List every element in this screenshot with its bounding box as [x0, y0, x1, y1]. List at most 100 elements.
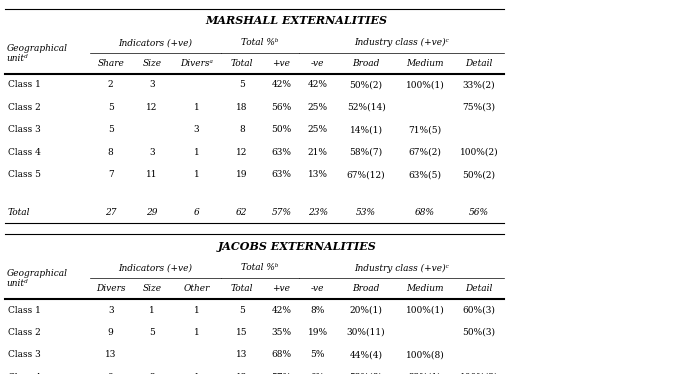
Text: 1: 1 — [194, 170, 199, 179]
Text: 8: 8 — [108, 148, 114, 157]
Text: 100%(8): 100%(8) — [406, 350, 444, 359]
Text: 52%(14): 52%(14) — [347, 103, 386, 112]
Text: 50%(2): 50%(2) — [349, 80, 383, 89]
Text: 12: 12 — [147, 103, 157, 112]
Text: Total: Total — [8, 208, 30, 217]
Text: 5: 5 — [239, 306, 245, 315]
Text: Share: Share — [98, 59, 124, 68]
Text: Class 2: Class 2 — [8, 103, 41, 112]
Text: Geographical: Geographical — [7, 44, 68, 53]
Text: 100%(2): 100%(2) — [460, 373, 498, 374]
Text: 63%: 63% — [271, 148, 291, 157]
Text: 50%: 50% — [271, 125, 291, 134]
Text: 60%(3): 60%(3) — [462, 306, 495, 315]
Text: 42%: 42% — [308, 80, 328, 89]
Text: Total: Total — [231, 59, 253, 68]
Text: 3: 3 — [149, 80, 155, 89]
Text: 100%(1): 100%(1) — [406, 306, 444, 315]
Text: 20%(1): 20%(1) — [350, 306, 382, 315]
Text: Class 1: Class 1 — [8, 306, 41, 315]
Text: 5: 5 — [108, 103, 114, 112]
Text: 18: 18 — [236, 103, 248, 112]
Text: 27: 27 — [105, 208, 116, 217]
Text: +ve: +ve — [273, 59, 290, 68]
Text: Total: Total — [231, 284, 253, 293]
Text: Medium: Medium — [406, 284, 444, 293]
Text: Detail: Detail — [465, 59, 493, 68]
Text: Industry class (+ve)ᶜ: Industry class (+ve)ᶜ — [355, 38, 449, 47]
Text: 3: 3 — [149, 373, 155, 374]
Text: 11: 11 — [146, 170, 158, 179]
Text: 71%(5): 71%(5) — [409, 125, 441, 134]
Text: 12: 12 — [236, 148, 248, 157]
Text: 53%: 53% — [356, 208, 376, 217]
Text: 25%: 25% — [308, 125, 328, 134]
Text: 33%(1): 33%(1) — [409, 373, 441, 374]
Text: 8%: 8% — [310, 306, 325, 315]
Text: 3: 3 — [149, 148, 155, 157]
Text: Class 3: Class 3 — [8, 125, 41, 134]
Text: Total %ᵇ: Total %ᵇ — [242, 263, 279, 273]
Text: 53%(8): 53%(8) — [349, 373, 383, 374]
Text: 75%(3): 75%(3) — [462, 103, 495, 112]
Text: Size: Size — [143, 284, 162, 293]
Text: 42%: 42% — [271, 306, 291, 315]
Text: 63%: 63% — [271, 170, 291, 179]
Text: 13: 13 — [236, 350, 248, 359]
Text: 35%: 35% — [271, 328, 291, 337]
Text: 13: 13 — [236, 373, 248, 374]
Text: 1: 1 — [194, 148, 199, 157]
Text: 3: 3 — [108, 306, 114, 315]
Text: 5: 5 — [239, 80, 245, 89]
Text: 9: 9 — [108, 328, 114, 337]
Text: Class 4: Class 4 — [8, 373, 41, 374]
Text: Class 4: Class 4 — [8, 148, 41, 157]
Text: 3: 3 — [194, 125, 199, 134]
Text: 7: 7 — [108, 170, 114, 179]
Text: Indicators (+ve): Indicators (+ve) — [118, 263, 192, 273]
Text: 33%(2): 33%(2) — [462, 80, 495, 89]
Text: Indicators (+ve): Indicators (+ve) — [118, 38, 192, 47]
Text: Medium: Medium — [406, 59, 444, 68]
Text: 63%(5): 63%(5) — [409, 170, 441, 179]
Text: Class 3: Class 3 — [8, 350, 41, 359]
Text: 1: 1 — [149, 306, 155, 315]
Text: 100%(2): 100%(2) — [460, 148, 498, 157]
Text: Diversᵃ: Diversᵃ — [180, 59, 213, 68]
Text: 6: 6 — [194, 208, 199, 217]
Text: 68%: 68% — [271, 350, 291, 359]
Text: 19%: 19% — [308, 328, 328, 337]
Text: MARSHALL EXTERNALITIES: MARSHALL EXTERNALITIES — [206, 15, 388, 27]
Text: 62: 62 — [236, 208, 248, 217]
Text: 5: 5 — [149, 328, 155, 337]
Text: 44%(4): 44%(4) — [349, 350, 383, 359]
Text: 67%(2): 67%(2) — [409, 148, 441, 157]
Text: 13%: 13% — [308, 170, 328, 179]
Text: 50%(3): 50%(3) — [462, 328, 495, 337]
Text: unitᵈ: unitᵈ — [7, 54, 28, 63]
Text: Class 5: Class 5 — [8, 170, 41, 179]
Text: 50%(2): 50%(2) — [462, 170, 495, 179]
Text: 56%: 56% — [469, 208, 489, 217]
Text: 29: 29 — [146, 208, 158, 217]
Text: 14%(1): 14%(1) — [349, 125, 383, 134]
Text: 58%(7): 58%(7) — [349, 148, 383, 157]
Text: Divers: Divers — [96, 284, 125, 293]
Text: 42%: 42% — [271, 80, 291, 89]
Text: 5: 5 — [108, 125, 114, 134]
Text: Size: Size — [143, 59, 162, 68]
Text: 8: 8 — [239, 125, 245, 134]
Text: Broad: Broad — [353, 59, 380, 68]
Text: 30%(11): 30%(11) — [347, 328, 386, 337]
Text: 68%: 68% — [415, 208, 435, 217]
Text: JACOBS EXTERNALITIES: JACOBS EXTERNALITIES — [217, 240, 376, 252]
Text: 25%: 25% — [308, 103, 328, 112]
Text: 15: 15 — [236, 328, 248, 337]
Text: 5%: 5% — [310, 350, 325, 359]
Text: Total %ᵇ: Total %ᵇ — [242, 38, 279, 47]
Text: 23%: 23% — [308, 208, 328, 217]
Text: 13: 13 — [105, 350, 116, 359]
Text: Industry class (+ve)ᶜ: Industry class (+ve)ᶜ — [355, 263, 449, 273]
Text: unitᵈ: unitᵈ — [7, 279, 28, 288]
Text: 67%(12): 67%(12) — [347, 170, 386, 179]
